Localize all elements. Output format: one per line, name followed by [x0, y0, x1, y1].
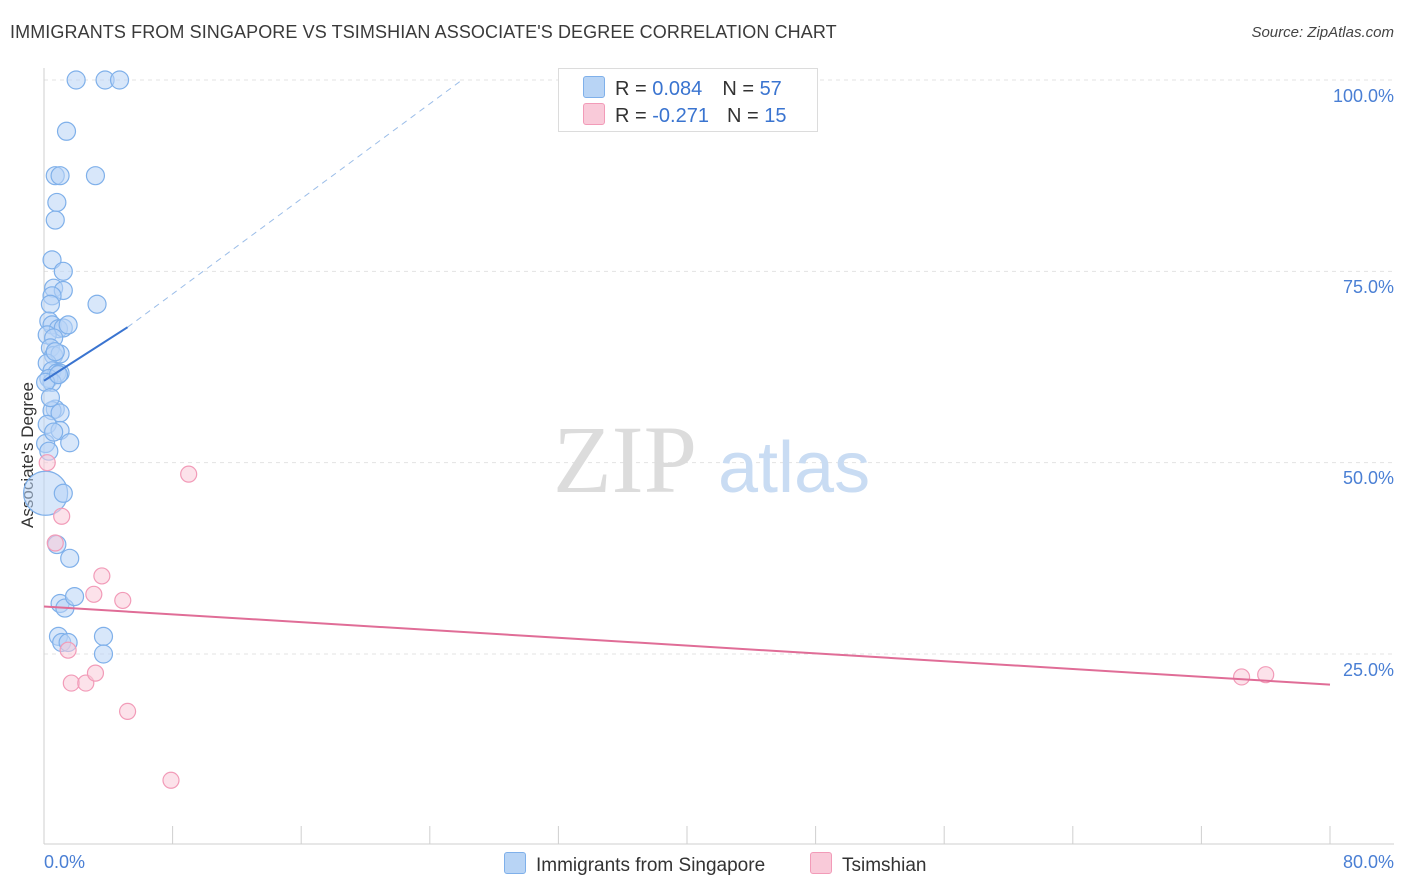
tsimshian-point — [86, 664, 105, 682]
legend-item-tsimshian: Tsimshian — [810, 852, 926, 877]
tsimshian-point — [53, 507, 71, 525]
watermark-atlas: atlas — [718, 428, 870, 508]
singapore-point — [56, 121, 77, 141]
singapore-point — [45, 210, 65, 230]
tsimshian-point — [85, 585, 103, 603]
singapore-point — [45, 342, 65, 362]
watermark-zip: ZIP — [553, 406, 697, 513]
tsimshian-point — [180, 465, 198, 483]
y-tick-label: 75.0% — [1342, 277, 1394, 297]
singapore-point — [50, 166, 70, 186]
tsimshian-swatch — [583, 103, 605, 125]
singapore-point — [58, 315, 78, 335]
singapore-point — [44, 422, 64, 442]
singapore-point — [85, 166, 106, 186]
source-note: Source: ZipAtlas.com — [1251, 24, 1394, 41]
n-value: 15 — [764, 105, 787, 127]
stats-row-tsimshian: R = -0.271 N = 15 — [583, 103, 787, 127]
tsimshian-point — [62, 674, 80, 692]
x-tick-label: 0.0% — [44, 852, 86, 872]
singapore-point — [60, 548, 80, 568]
r-label: R = — [615, 78, 653, 100]
r-value: -0.271 — [652, 105, 709, 127]
y-tick-label: 25.0% — [1342, 660, 1394, 680]
tsimshian-trendline — [43, 605, 1331, 686]
singapore-point — [93, 626, 114, 646]
n-label: N = — [726, 105, 765, 127]
singapore-trendline — [43, 326, 129, 382]
singapore-point — [87, 294, 107, 314]
singapore-point — [47, 192, 67, 213]
singapore-trendline-extension — [127, 79, 463, 328]
tsimshian-point — [114, 591, 132, 610]
singapore-point — [40, 388, 61, 408]
n-value: 57 — [759, 78, 782, 100]
singapore-swatch — [583, 76, 605, 98]
singapore-point — [40, 294, 61, 314]
stats-row-singapore: R = 0.084 N = 57 — [583, 76, 782, 100]
tsimshian-point — [93, 567, 111, 585]
tsimshian-point — [1232, 668, 1251, 686]
singapore-swatch — [504, 852, 526, 874]
singapore-point — [53, 483, 73, 503]
singapore-point — [60, 433, 80, 453]
y-tick-label: 100.0% — [1332, 86, 1394, 106]
tsimshian-point — [38, 454, 56, 472]
n-label: N = — [722, 78, 760, 100]
legend-item-singapore: Immigrants from Singapore — [504, 852, 765, 877]
stats-legend: R = 0.084 N = 57 R = -0.271 N = 15 — [558, 68, 818, 132]
singapore-point — [64, 586, 85, 607]
legend-label: Immigrants from Singapore — [536, 855, 766, 876]
x-tick-label: 80.0% — [1342, 852, 1394, 872]
tsimshian-point — [59, 641, 77, 659]
tsimshian-point — [46, 534, 64, 552]
singapore-point — [66, 70, 86, 90]
singapore-point — [93, 644, 114, 664]
singapore-point — [48, 365, 69, 385]
legend-label: Tsimshian — [842, 855, 927, 876]
singapore-point — [109, 70, 130, 90]
tsimshian-point — [162, 771, 180, 789]
r-label: R = — [615, 105, 653, 127]
tsimshian-point — [118, 702, 137, 721]
tsimshian-swatch — [810, 852, 832, 874]
singapore-point — [53, 261, 73, 281]
chart-title: IMMIGRANTS FROM SINGAPORE VS TSIMSHIAN A… — [10, 22, 837, 42]
y-tick-label: 50.0% — [1342, 468, 1394, 488]
r-value: 0.084 — [652, 78, 703, 100]
singapore-point — [42, 250, 62, 270]
tsimshian-point — [1257, 666, 1275, 684]
